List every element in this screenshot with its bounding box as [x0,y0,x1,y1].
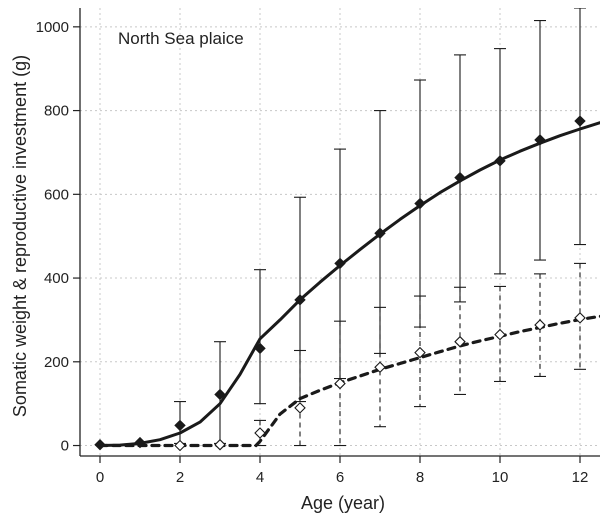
series-1-marker [374,227,386,239]
chart-annotation: North Sea plaice [118,29,244,48]
series-2-marker [334,377,346,390]
series-2-marker [534,319,546,331]
x-axis-label: Age (year) [301,493,385,513]
x-tick-label: 2 [176,469,184,486]
series-1-marker [454,171,466,184]
series-2-marker [294,402,306,414]
series-2-marker [254,427,266,439]
y-tick-label: 0 [61,438,69,455]
y-tick-label: 800 [44,103,69,120]
series-1-marker [574,115,586,127]
y-tick-label: 600 [44,186,69,203]
x-tick-label: 4 [256,469,264,486]
series-1-marker [294,294,306,306]
series-1-marker [414,197,426,210]
series-1-marker [534,134,546,146]
plot-area [94,8,600,452]
tick-labels: 0 200 400 600 800 1000 0 2 4 6 8 10 12 [36,19,589,486]
series-2-marker [374,361,386,374]
series-1-fit-line [98,121,600,447]
series-2-marker [174,439,186,452]
series-2-marker [414,346,426,359]
series-1-marker [494,155,506,167]
x-tick-label: 6 [336,469,344,486]
series-2-marker [454,335,466,348]
y-tick-label: 400 [44,270,69,287]
series-1-marker [334,257,346,270]
x-tick-label: 12 [572,469,589,486]
y-axis-label: Somatic weight & reproductive investment… [10,55,30,417]
series-2-marker [574,312,586,324]
x-tick-label: 8 [416,469,424,486]
y-tick-label: 1000 [36,19,69,36]
x-tick-label: 10 [492,469,509,486]
series-2-marker [214,438,226,451]
series-1-marker [254,342,266,355]
series-1-marker [174,419,186,432]
series-1-marker [214,388,226,401]
axes [73,8,600,463]
y-tick-label: 200 [44,354,69,371]
x-tick-label: 0 [96,469,104,486]
series-2-marker [494,328,506,341]
